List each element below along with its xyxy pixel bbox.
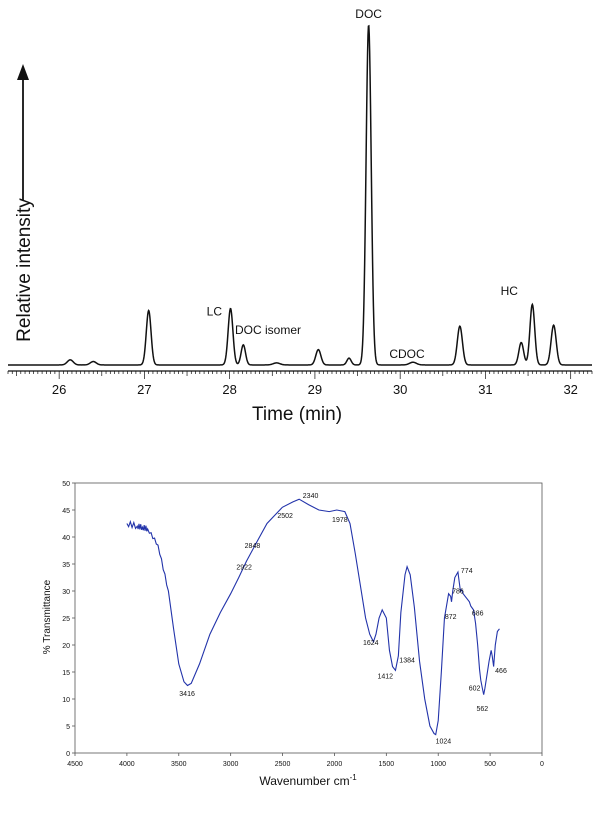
ir-peak-labels: 3416 2922 2848 2502 2340 1978 1624 1412 1384 1024… — [179, 493, 507, 745]
chromatogram-y-axis-title: Relative intensity — [14, 64, 35, 342]
ir-y-tick-label: 25 — [62, 616, 70, 623]
chromatogram-x-tick-label: 30 — [393, 382, 407, 397]
ir-x-tick-label: 500 — [484, 761, 496, 768]
chromatogram-peak-label: CDOC — [389, 347, 425, 361]
ir-y-tick-label: 20 — [62, 643, 70, 650]
ir-y-tick-label: 10 — [62, 697, 70, 704]
ir-peak-label: 1384 — [399, 657, 415, 664]
chromatogram-peak-label: DOC isomer — [235, 323, 301, 337]
ir-peak-label: 562 — [476, 706, 488, 713]
ir-y-axis-title: % Transmittance — [42, 579, 53, 654]
ir-x-tick-label: 2500 — [275, 761, 291, 768]
ir-y-tick-label: 45 — [62, 508, 70, 515]
ir-peak-label: 2502 — [277, 513, 293, 520]
chromatogram-x-tick-label: 26 — [52, 382, 66, 397]
chromatogram-x-tick-label: 32 — [563, 382, 577, 397]
ir-x-tick-label: 2000 — [327, 761, 343, 768]
ir-x-axis-unit-superscript: -1 — [350, 773, 358, 782]
ir-y-tick-label: 30 — [62, 589, 70, 596]
ir-x-tick-label: 1500 — [379, 761, 395, 768]
ir-y-tick-label: 5 — [66, 724, 70, 731]
ir-peak-label: 466 — [495, 668, 507, 675]
ir-x-axis-title: Wavenumber cm-1 — [259, 773, 357, 788]
y-axis-arrow-icon — [17, 64, 29, 80]
ir-peak-label: 774 — [461, 568, 473, 575]
ir-y-tick-label: 0 — [66, 751, 70, 758]
ir-peak-label: 1412 — [378, 673, 394, 680]
ir-x-tick-label: 1000 — [430, 761, 446, 768]
chromatogram-x-tick-label: 27 — [137, 382, 151, 397]
chromatogram-series-line — [8, 24, 592, 366]
ir-x-tick-label: 3500 — [171, 761, 187, 768]
ir-x-tick-label: 4500 — [67, 761, 83, 768]
ir-plot-frame — [74, 482, 543, 754]
ir-x-tick-label: 3000 — [223, 761, 239, 768]
ir-y-tick-label: 15 — [62, 670, 70, 677]
chromatogram-trace-group — [8, 24, 592, 366]
ir-peak-label: 602 — [469, 685, 481, 692]
ir-y-tick-label: 50 — [62, 481, 70, 488]
ir-peak-label: 872 — [445, 614, 457, 621]
ir-y-tick-label: 35 — [62, 562, 70, 569]
ir-x-tick-label: 4000 — [119, 761, 135, 768]
ir-peak-label: 2922 — [236, 564, 252, 571]
chromatogram-peak-label: LC — [207, 304, 223, 318]
ir-x-tick-label: 0 — [540, 761, 544, 768]
chromatogram-x-tick-label: 29 — [308, 382, 322, 397]
chromatogram-peak-labels: LC DOC isomer DOC CDOC HC — [207, 7, 519, 361]
chromatogram-x-axis: 26 27 28 29 30 31 32 — [7, 370, 593, 397]
ir-y-tick-label: 40 — [62, 535, 70, 542]
ir-series-line — [126, 498, 500, 736]
chromatogram-x-tick-label: 28 — [222, 382, 236, 397]
ir-x-axis-label: Wavenumber cm — [259, 774, 349, 788]
ir-peak-label: 1978 — [332, 517, 348, 524]
chromatogram-x-axis-title: Time (min) — [252, 404, 342, 425]
chromatogram-chart: 26 27 28 29 30 31 32 LC DOC isomer DOC CDOC HC Tim… — [7, 7, 593, 425]
ir-axes: 0 5 10 15 20 25 30 35 40 45 50 4500 4000 3500 3000 2500… — [62, 481, 544, 768]
ir-peak-label: 2848 — [245, 543, 261, 550]
ir-peak-label: 2340 — [303, 493, 319, 500]
ir-spectrum-chart: 0 5 10 15 20 25 30 35 40 45 50 4500 4000 3500 3000 2500… — [42, 481, 544, 788]
chromatogram-y-axis-label: Relative intensity — [14, 198, 35, 342]
ir-peak-label: 686 — [472, 610, 484, 617]
chromatogram-peak-label: HC — [501, 284, 519, 298]
ir-peak-label: 3416 — [179, 691, 195, 698]
ir-peak-label: 1624 — [363, 640, 379, 647]
chromatogram-peak-label: DOC — [355, 7, 382, 21]
chromatogram-x-tick-label: 31 — [478, 382, 492, 397]
ir-peak-label: 786 — [452, 589, 464, 596]
ir-peak-label: 1024 — [436, 738, 452, 745]
ir-trace-group — [126, 498, 500, 736]
